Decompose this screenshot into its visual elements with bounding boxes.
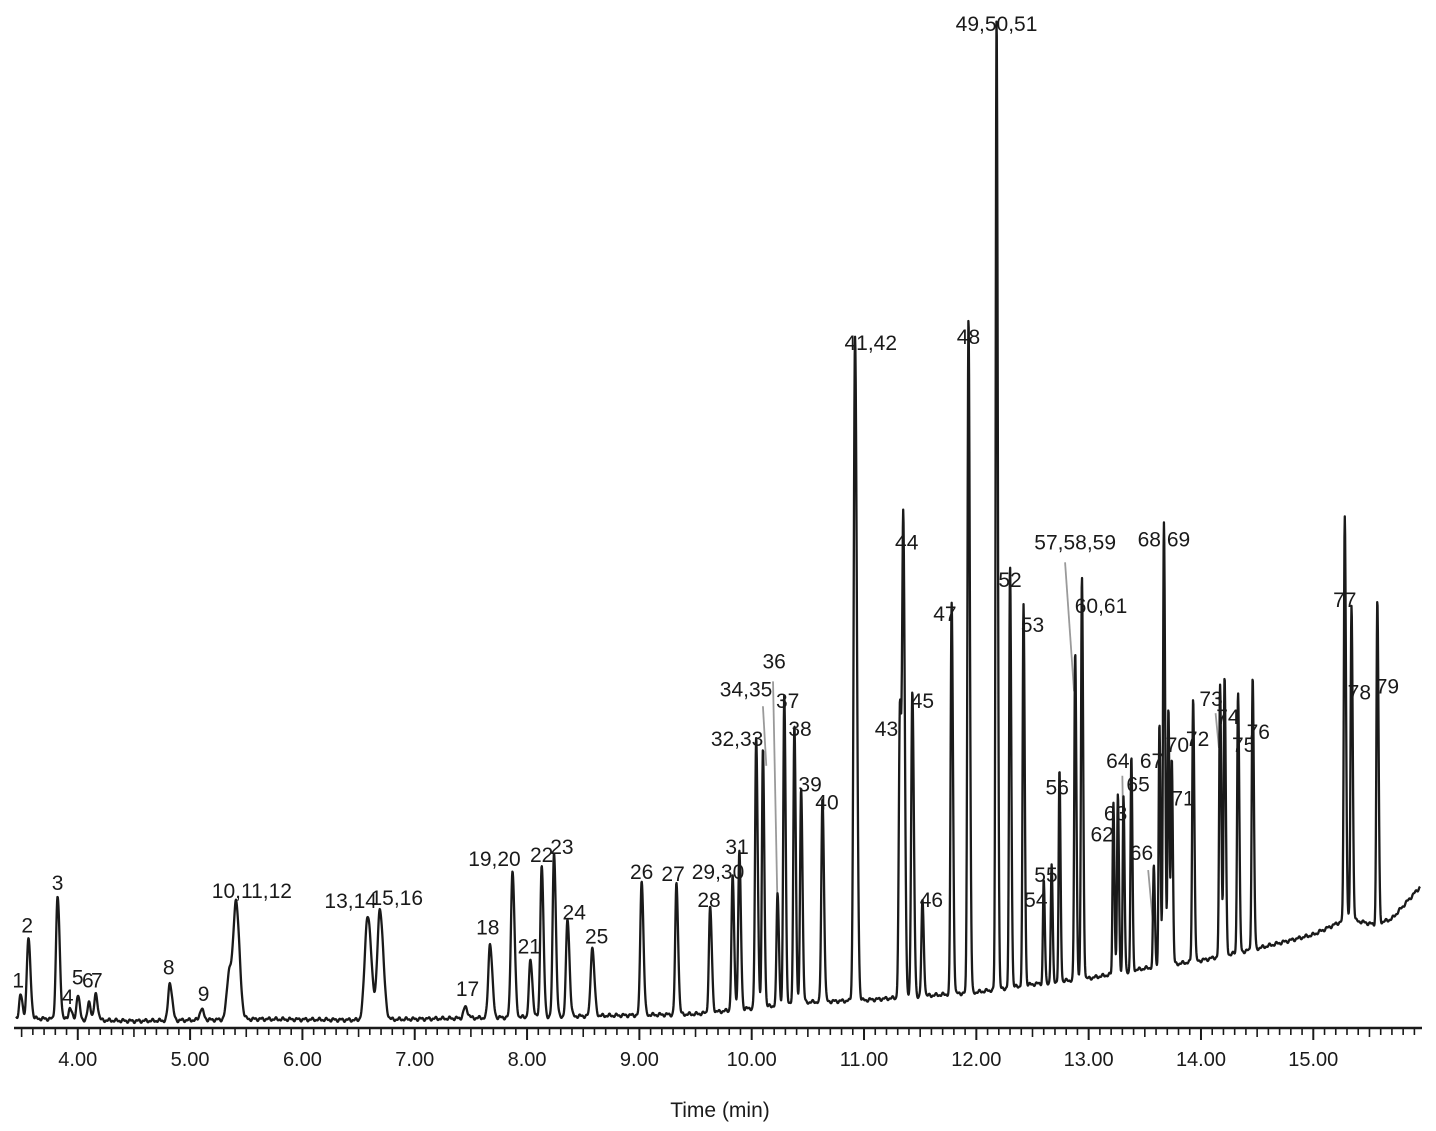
peak-label: 26 bbox=[630, 861, 653, 884]
peak-label: 31 bbox=[725, 836, 748, 859]
x-tick-label: 5.00 bbox=[171, 1049, 210, 1071]
x-tick-label: 13.00 bbox=[1064, 1049, 1114, 1071]
peak-label: 63 bbox=[1104, 802, 1127, 825]
x-axis-title: Time (min) bbox=[670, 1099, 770, 1122]
peak-label: 48 bbox=[957, 326, 980, 349]
peak-label: 53 bbox=[1021, 614, 1044, 637]
x-tick-label: 12.00 bbox=[951, 1049, 1001, 1071]
peak-label: 43 bbox=[875, 718, 898, 741]
peak-label: 45 bbox=[911, 690, 934, 713]
peak-label: 13,14 bbox=[324, 890, 377, 913]
peak-label: 24 bbox=[563, 902, 587, 925]
peak-label: 78 bbox=[1348, 681, 1371, 704]
peak-label: 8 bbox=[163, 956, 175, 979]
peak-label: 29,30 bbox=[692, 861, 745, 884]
peak-label: 6 bbox=[82, 969, 94, 992]
peak-label: 4 bbox=[62, 986, 74, 1009]
peak-label: 47 bbox=[933, 603, 956, 626]
peak-label: 39 bbox=[798, 774, 821, 797]
x-tick-label: 4.00 bbox=[58, 1049, 97, 1071]
peak-label: 10,11,12 bbox=[212, 880, 292, 903]
x-tick-label: 9.00 bbox=[620, 1049, 659, 1071]
peak-label: 2 bbox=[21, 915, 33, 938]
x-tick-label: 7.00 bbox=[395, 1049, 434, 1071]
peak-label: 38 bbox=[788, 718, 811, 741]
peak-label: 28 bbox=[697, 889, 720, 912]
peak-label: 17 bbox=[456, 978, 479, 1001]
peak-label: 72 bbox=[1186, 728, 1209, 751]
peak-label: 7 bbox=[91, 969, 103, 992]
peak-label: 46 bbox=[920, 889, 943, 912]
peak-label: 71 bbox=[1171, 788, 1194, 811]
peak-label: 68,69 bbox=[1138, 528, 1191, 551]
peak-label: 49,50,51 bbox=[956, 13, 1038, 36]
peak-label: 34,35 bbox=[720, 678, 773, 701]
x-tick-label: 6.00 bbox=[283, 1049, 322, 1071]
peak-label: 52 bbox=[998, 569, 1021, 592]
peak-label: 65 bbox=[1126, 774, 1149, 797]
peak-label: 66 bbox=[1130, 842, 1153, 865]
leader-line bbox=[762, 706, 768, 766]
peak-label: 1 bbox=[12, 969, 24, 992]
peak-label: 41,42 bbox=[844, 332, 897, 355]
peak-label: 3 bbox=[52, 872, 64, 895]
x-axis-tick-labels: 4.00 5.00 6.00 7.00 8.00 9.00 10.00 11.00 12.00 1… bbox=[58, 1049, 1338, 1071]
peak-label: 32,33 bbox=[711, 728, 764, 751]
peak-label: 27 bbox=[661, 863, 684, 886]
peak-label: 18 bbox=[476, 917, 499, 940]
peak-label: 21 bbox=[518, 935, 541, 958]
leader-line bbox=[1064, 562, 1075, 692]
peak-label: 77 bbox=[1333, 589, 1356, 612]
peak-label: 57,58,59 bbox=[1034, 531, 1116, 554]
peak-label: 5 bbox=[72, 966, 84, 989]
x-tick-label: 10.00 bbox=[727, 1049, 777, 1071]
peak-label: 62 bbox=[1090, 823, 1113, 846]
peak-label: 44 bbox=[895, 531, 919, 554]
chromatogram-trace bbox=[15, 20, 1421, 1025]
peak-label: 70 bbox=[1166, 734, 1189, 757]
peak-label: 37 bbox=[776, 690, 799, 713]
peak-label: 75 bbox=[1232, 734, 1255, 757]
peak-label: 73 bbox=[1199, 688, 1222, 711]
x-tick-label: 15.00 bbox=[1288, 1049, 1338, 1071]
x-tick-label: 11.00 bbox=[840, 1049, 889, 1071]
leader-lines bbox=[762, 37, 1220, 920]
peak-label: 60,61 bbox=[1075, 595, 1128, 618]
peak-label: 25 bbox=[585, 926, 608, 949]
peak-label: 56 bbox=[1046, 777, 1069, 800]
peak-label: 9 bbox=[198, 983, 210, 1006]
peak-label: 19,20 bbox=[468, 848, 521, 871]
peak-label: 54 bbox=[1024, 889, 1048, 912]
peak-label: 67 bbox=[1140, 750, 1163, 773]
peak-label: 64 bbox=[1106, 750, 1130, 773]
peak-label: 23 bbox=[550, 836, 573, 859]
x-tick-label: 8.00 bbox=[508, 1049, 547, 1071]
peak-label: 40 bbox=[815, 792, 838, 815]
x-tick-label: 14.00 bbox=[1176, 1049, 1226, 1071]
peak-label: 22 bbox=[530, 844, 553, 867]
peak-label: 55 bbox=[1034, 864, 1057, 887]
peak-label: 74 bbox=[1216, 706, 1240, 729]
peak-label: 15,16 bbox=[370, 887, 423, 910]
peak-label: 36 bbox=[762, 651, 785, 674]
x-axis-ticks bbox=[20, 1028, 1416, 1040]
leader-line bbox=[772, 681, 779, 910]
peak-label: 76 bbox=[1247, 721, 1270, 744]
peak-label: 79 bbox=[1376, 675, 1399, 698]
